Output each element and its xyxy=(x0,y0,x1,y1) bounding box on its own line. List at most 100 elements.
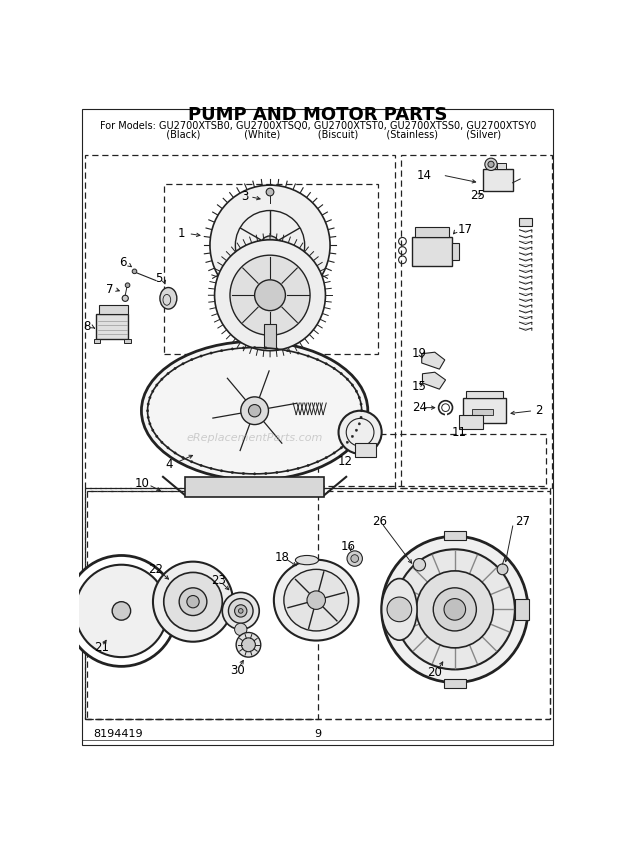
Circle shape xyxy=(242,638,255,651)
Circle shape xyxy=(228,598,253,623)
Circle shape xyxy=(360,416,362,419)
Circle shape xyxy=(416,571,494,648)
Circle shape xyxy=(265,347,267,349)
Bar xyxy=(87,490,317,719)
Circle shape xyxy=(358,396,360,399)
Circle shape xyxy=(339,411,382,454)
Bar xyxy=(463,398,506,423)
Text: 4: 4 xyxy=(166,458,173,471)
Circle shape xyxy=(125,282,130,288)
Circle shape xyxy=(261,236,279,254)
Circle shape xyxy=(307,591,326,609)
Bar xyxy=(355,443,376,457)
Circle shape xyxy=(122,295,128,301)
Text: 16: 16 xyxy=(341,540,356,553)
Bar xyxy=(94,339,100,343)
Circle shape xyxy=(223,592,259,629)
Circle shape xyxy=(395,550,515,669)
Circle shape xyxy=(210,185,330,306)
Circle shape xyxy=(190,461,193,463)
Text: 2: 2 xyxy=(535,404,542,417)
Text: 11: 11 xyxy=(452,425,467,439)
Circle shape xyxy=(153,562,233,642)
Circle shape xyxy=(182,363,184,365)
Circle shape xyxy=(307,355,309,357)
Text: 24: 24 xyxy=(412,401,427,414)
Circle shape xyxy=(230,255,310,336)
Text: 22: 22 xyxy=(148,563,163,576)
Text: 5: 5 xyxy=(155,272,162,285)
Circle shape xyxy=(75,565,167,657)
Circle shape xyxy=(179,588,207,615)
Circle shape xyxy=(231,348,234,350)
Circle shape xyxy=(347,551,363,567)
Circle shape xyxy=(286,349,289,352)
Circle shape xyxy=(187,596,199,608)
Circle shape xyxy=(276,348,278,350)
Circle shape xyxy=(242,473,244,475)
Text: 9: 9 xyxy=(314,729,321,739)
Circle shape xyxy=(276,472,278,473)
Circle shape xyxy=(340,372,342,375)
Circle shape xyxy=(444,598,466,620)
Circle shape xyxy=(210,352,212,354)
Bar xyxy=(415,228,449,237)
Circle shape xyxy=(358,423,360,425)
Text: 23: 23 xyxy=(211,574,226,586)
Ellipse shape xyxy=(160,288,177,309)
Circle shape xyxy=(265,473,267,475)
Circle shape xyxy=(242,347,244,349)
Circle shape xyxy=(307,464,309,467)
Bar xyxy=(444,679,466,688)
Circle shape xyxy=(231,472,234,473)
Bar xyxy=(497,163,507,169)
Circle shape xyxy=(387,597,412,621)
Circle shape xyxy=(297,352,299,354)
Circle shape xyxy=(220,349,223,352)
Circle shape xyxy=(316,461,319,463)
Circle shape xyxy=(220,470,223,472)
Bar xyxy=(317,434,546,486)
Circle shape xyxy=(333,367,335,370)
Text: 8: 8 xyxy=(83,320,91,333)
Circle shape xyxy=(161,441,163,443)
Circle shape xyxy=(167,372,169,375)
Text: 14: 14 xyxy=(416,169,432,181)
Circle shape xyxy=(234,604,247,617)
Text: 15: 15 xyxy=(412,379,427,393)
Circle shape xyxy=(413,559,425,571)
Circle shape xyxy=(254,347,256,348)
Circle shape xyxy=(66,556,177,666)
Circle shape xyxy=(152,429,154,431)
Circle shape xyxy=(497,564,508,574)
Circle shape xyxy=(316,359,319,360)
Circle shape xyxy=(340,447,342,449)
Bar xyxy=(85,155,395,488)
Circle shape xyxy=(146,409,149,412)
Circle shape xyxy=(333,452,335,455)
Text: 1: 1 xyxy=(177,227,185,241)
Bar xyxy=(412,237,452,266)
Text: 27: 27 xyxy=(515,515,530,528)
Ellipse shape xyxy=(284,569,348,631)
Polygon shape xyxy=(422,352,445,369)
Text: 3: 3 xyxy=(241,190,249,203)
Circle shape xyxy=(215,240,326,351)
Bar xyxy=(264,324,276,348)
Bar xyxy=(452,243,459,260)
Circle shape xyxy=(156,383,158,386)
Bar xyxy=(459,415,482,429)
Text: 30: 30 xyxy=(230,664,245,677)
Ellipse shape xyxy=(141,342,368,480)
Circle shape xyxy=(249,405,261,417)
Circle shape xyxy=(174,452,176,455)
Circle shape xyxy=(149,396,151,399)
Circle shape xyxy=(239,609,243,613)
Circle shape xyxy=(360,409,363,412)
Circle shape xyxy=(266,188,274,196)
Circle shape xyxy=(174,367,176,370)
Circle shape xyxy=(161,378,163,380)
Circle shape xyxy=(149,423,151,425)
Text: 19: 19 xyxy=(412,348,427,360)
Bar xyxy=(85,488,551,719)
